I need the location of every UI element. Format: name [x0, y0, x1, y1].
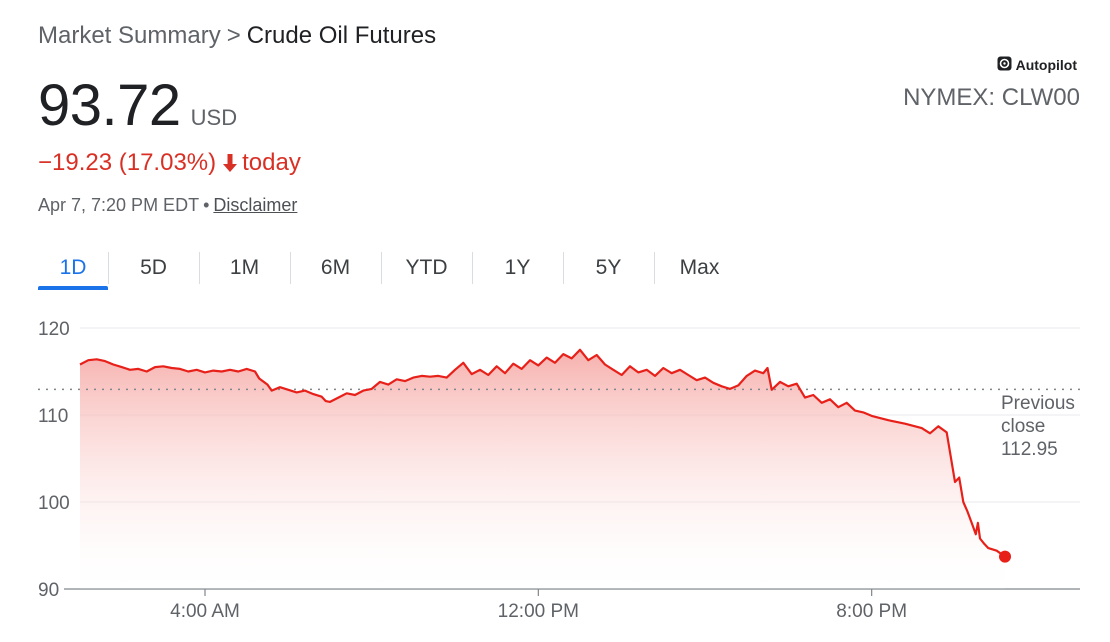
previous-close-label-1: close [1001, 416, 1045, 437]
last-price-dot [999, 550, 1011, 563]
x-tick-label-2: 8:00 PM [836, 601, 907, 622]
tab-5y[interactable]: 5Y [563, 248, 654, 292]
tab-1d[interactable]: 1D [38, 248, 108, 292]
x-tick-label-0: 4:00 AM [170, 601, 240, 622]
y-tick-label-90: 90 [38, 580, 59, 601]
previous-close-label-0: Previous [1001, 393, 1075, 414]
autopilot-badge[interactable]: Autopilot [997, 56, 1077, 74]
tab-ytd[interactable]: YTD [381, 248, 472, 292]
price-chart: 90 100 110 120 4:00 AM 12:00 PM 8:00 PM Previou… [38, 319, 1080, 622]
tab-6m[interactable]: 6M [290, 248, 381, 292]
arrow-down-icon [222, 153, 238, 173]
tab-1y[interactable]: 1Y [472, 248, 563, 292]
y-tick-label-110: 110 [38, 406, 68, 427]
current-price: 93.72 [38, 73, 181, 138]
autopilot-label: Autopilot [1015, 57, 1077, 73]
price-row: 93.72 USD [38, 72, 237, 139]
range-tabs: 1D 5D 1M 6M YTD 1Y 5Y Max [38, 248, 745, 292]
tab-max[interactable]: Max [654, 248, 745, 292]
tab-1m[interactable]: 1M [199, 248, 290, 292]
breadcrumb-market-summary[interactable]: Market Summary [38, 22, 221, 49]
price-line [79, 348, 1006, 558]
quote-meta: Apr 7, 7:20 PM EDT • Disclaimer [38, 195, 297, 216]
breadcrumb-current: Crude Oil Futures [246, 22, 437, 49]
y-tick-label-120: 120 [38, 319, 70, 340]
breadcrumb: Market Summary > Crude Oil Futures [38, 22, 436, 50]
y-tick-label-100: 100 [38, 493, 70, 514]
change-value: −19.23 (17.03%) [38, 149, 217, 176]
tab-5d[interactable]: 5D [108, 248, 199, 292]
previous-close-label-2: 112.95 [1001, 439, 1058, 460]
ticker-symbol: NYMEX: CLW00 [903, 84, 1080, 111]
disclaimer-link[interactable]: Disclaimer [213, 195, 298, 215]
quote-timestamp: Apr 7, 7:20 PM EDT [38, 195, 200, 215]
price-area-fill [80, 349, 1005, 589]
autopilot-icon [997, 56, 1012, 74]
breadcrumb-separator: > [226, 22, 241, 49]
x-tick-label-1: 12:00 PM [498, 601, 579, 622]
price-change: −19.23 (17.03%) today [38, 149, 301, 177]
change-period: today [242, 149, 301, 176]
currency-label: USD [190, 105, 238, 130]
meta-separator: • [203, 195, 210, 215]
